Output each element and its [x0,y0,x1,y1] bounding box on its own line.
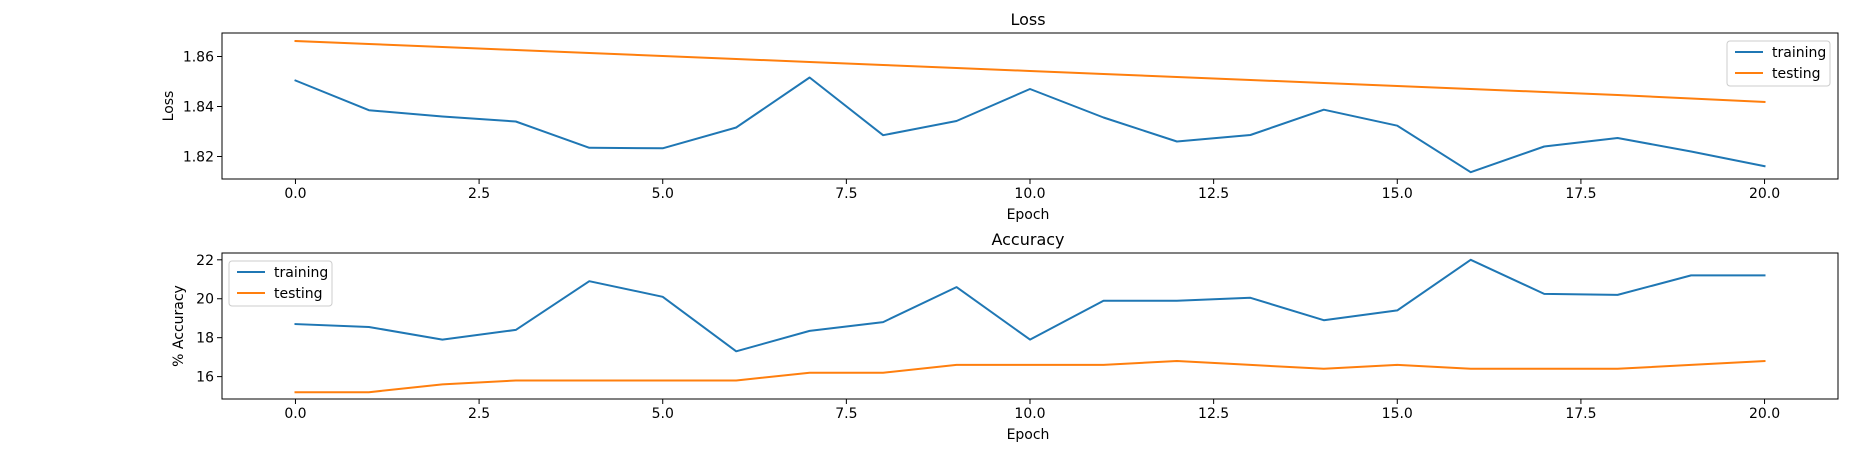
loss-chart-y-axis: 1.82 1.84 1.86 [183,50,222,166]
y-tick-label: 1.84 [183,100,214,116]
x-tick-label: 10.0 [1014,406,1045,422]
loss-chart-x-axis: 0.0 2.5 5.0 7.5 10.0 12.5 15.0 17.5 20.0 [284,179,1780,202]
x-tick-label: 5.0 [652,406,674,422]
x-tick-label: 12.5 [1198,186,1229,202]
y-tick-label: 1.82 [183,150,214,166]
loss-chart-legend: training testing [1726,40,1831,87]
x-tick-label: 7.5 [835,186,857,202]
series-line-testing [294,39,1766,104]
accuracy-chart-y-axis-label: % Accuracy [171,285,187,367]
y-tick-label: 1.86 [183,50,214,66]
legend-label-training: training [274,265,328,281]
loss-chart: Loss 0.0 2.5 5.0 7.5 10.0 12.5 15.0 17.5 20.0 1.… [161,10,1839,223]
y-tick-label: 18 [196,331,214,347]
accuracy-chart-x-axis: 0.0 2.5 5.0 7.5 10.0 12.5 15.0 17.5 20.0 [284,399,1780,422]
series-line-testing [294,359,1766,394]
accuracy-chart: Accuracy 0.0 2.5 5.0 7.5 10.0 12.5 15.0 17.5 20.… [171,230,1839,443]
loss-chart-x-axis-label: Epoch [1007,207,1050,223]
accuracy-chart-y-axis: 16 18 20 22 [196,253,222,386]
x-tick-label: 10.0 [1014,186,1045,202]
loss-chart-plot-area [294,39,1766,174]
accuracy-chart-title: Accuracy [991,230,1064,249]
series-line-training [294,76,1766,174]
legend-label-testing: testing [1772,66,1821,82]
x-tick-label: 17.5 [1565,406,1596,422]
x-tick-label: 0.0 [284,406,306,422]
x-tick-label: 2.5 [468,406,490,422]
loss-chart-title: Loss [1010,10,1045,29]
accuracy-chart-legend: training testing [228,260,333,307]
y-tick-label: 16 [196,370,214,386]
x-tick-label: 5.0 [652,186,674,202]
x-tick-label: 0.0 [284,186,306,202]
y-tick-label: 20 [196,292,214,308]
x-tick-label: 17.5 [1565,186,1596,202]
x-tick-label: 15.0 [1382,186,1413,202]
y-tick-label: 22 [196,253,214,269]
x-tick-label: 7.5 [835,406,857,422]
x-tick-label: 20.0 [1749,406,1780,422]
x-tick-label: 20.0 [1749,186,1780,202]
legend-label-training: training [1772,45,1826,61]
accuracy-chart-plot-area [294,258,1766,394]
series-line-training [294,258,1766,353]
legend-label-testing: testing [274,286,323,302]
accuracy-chart-x-axis-label: Epoch [1007,427,1050,443]
x-tick-label: 12.5 [1198,406,1229,422]
x-tick-label: 2.5 [468,186,490,202]
x-tick-label: 15.0 [1382,406,1413,422]
loss-chart-y-axis-label: Loss [161,91,177,122]
